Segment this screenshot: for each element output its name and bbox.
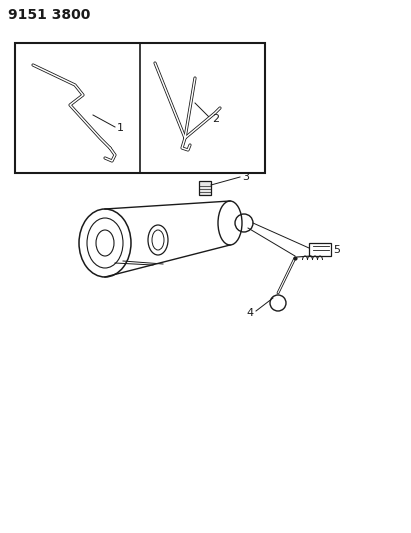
Bar	[309, 243, 331, 256]
Text: 1: 1	[117, 123, 124, 133]
Text: 2: 2	[212, 114, 219, 124]
Bar	[15, 43, 265, 173]
Text: 3: 3	[242, 172, 249, 182]
Bar	[199, 181, 211, 195]
Text: 5: 5	[333, 245, 340, 255]
Text: 9151 3800: 9151 3800	[8, 8, 90, 22]
Text: 4: 4	[247, 308, 254, 318]
